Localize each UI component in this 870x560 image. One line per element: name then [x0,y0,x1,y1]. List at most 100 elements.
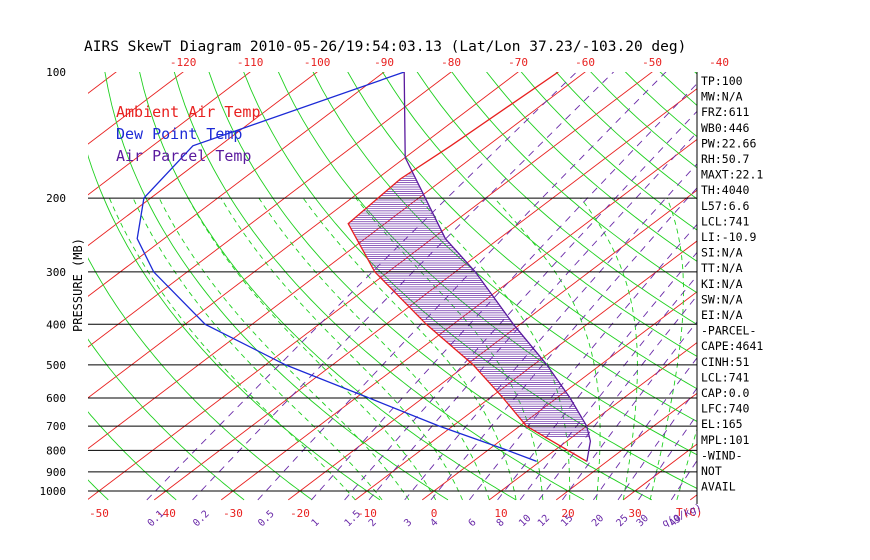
top-temp-tick-label: -60 [575,56,595,69]
mixing-ratio-tick-label: 6 [467,517,479,529]
moist-adiabat-line [220,197,463,501]
moist-adiabat-line [418,197,571,500]
mixing-ratio-line [368,131,697,501]
profile-lines [136,72,592,463]
moist-adiabat-line [676,427,697,500]
moist-adiabat-line [302,197,517,500]
dry-adiabat-line [843,53,870,500]
moist-adiabat-line [158,197,410,501]
top-temp-tick-label: -90 [374,56,394,69]
mixing-ratio-line [192,72,615,501]
dry-adiabat-line [104,72,449,501]
index-value: SI:N/A [701,246,743,260]
index-value: WB0:446 [701,121,750,135]
index-value: LI:-10.9 [701,230,756,244]
dry-adiabat-line [809,53,870,500]
x-axis-label: T(C) [676,506,703,519]
mixing-ratio-line [519,275,697,501]
dry-adiabat-line [776,53,870,500]
moist-adiabat-line [108,197,356,501]
index-value: MW:N/A [701,90,743,104]
index-value: LFC:740 [701,402,750,416]
series-line-dew-point-temp [136,72,537,463]
index-value: EI:N/A [701,308,743,322]
isotherm-line [88,72,184,145]
dry-adiabat-line [451,72,697,294]
mixing-ratio-line [344,110,697,501]
index-value: L57:6.6 [701,199,750,213]
isotherm-line [288,189,697,501]
moist-adiabat-line [494,197,601,500]
pressure-tick-label: 700 [46,420,66,433]
dry-adiabat-line [312,72,697,422]
mixing-ratio-tick-label: 2 [367,517,379,529]
series-line-ambient-air-temp [347,72,588,462]
index-value: AVAIL [701,480,736,494]
index-value: CAPE:4641 [701,339,763,353]
index-value: EL:165 [701,417,743,431]
pressure-tick-label: 100 [46,66,66,79]
isotherm-line [88,72,251,196]
mixing-ratio-line [311,83,697,501]
dry-adiabat-line [486,72,697,262]
isotherm-line [489,341,697,501]
index-value: TT:N/A [701,261,743,275]
legend-entry: Ambient Air Temp [116,103,261,121]
bottom-temp-tick-label: 10 [494,507,507,520]
moist-adiabat-line [649,197,684,500]
moist-adiabat-line [132,197,383,501]
dry-adiabat-line [347,72,697,390]
index-value: TP:100 [701,74,743,88]
index-value: MPL:101 [701,433,750,447]
top-temp-tick-label: -120 [170,56,197,69]
series-line-air-parcel-temp [403,72,592,462]
bottom-temp-tick-label: -50 [89,507,109,520]
dry-adiabat-line [173,72,585,501]
isotherm-line [422,291,697,501]
isotherm-line [88,72,385,297]
moist-adiabat-line [258,197,490,501]
isotherm-line [221,138,697,501]
isotherm-line [88,72,519,399]
mixing-ratio-tick-label: 0.5 [256,509,277,530]
bottom-temp-tick-label: -20 [290,507,310,520]
index-value: CINH:51 [701,355,750,369]
background-lines [0,53,870,501]
top-temp-tick-label: -70 [508,56,528,69]
dry-adiabat-line [381,72,697,357]
moist-adiabat-line [187,197,437,501]
index-value: CAP:0.0 [701,386,750,400]
dry-adiabat-line [277,72,697,456]
index-value: MAXT:22.1 [701,168,763,182]
isotherm-line [757,53,870,500]
bottom-temp-tick-label: -10 [357,507,377,520]
mixing-ratio-line [638,414,697,501]
mixing-ratio-tick-label: 0.2 [191,509,212,530]
pressure-tick-label: 600 [46,392,66,405]
index-value: PW:22.66 [701,136,756,150]
dry-adiabat-line [88,411,177,501]
top-temp-tick-label: -80 [441,56,461,69]
dry-adiabat-line [520,72,697,231]
index-value: -PARCEL- [701,324,756,338]
bottom-temp-tick-label: 0 [431,507,438,520]
mixing-ratio-line [469,223,697,501]
isotherm-line [88,72,653,500]
bottom-temp-tick-label: 30 [628,507,641,520]
top-temp-tick-label: -110 [237,56,264,69]
isotherm-line [556,392,697,501]
index-value: RH:50.7 [701,152,750,166]
isobar-lines [88,72,698,504]
index-value: FRZ:611 [701,105,750,119]
mixing-ratio-tick-label: 4 [428,517,440,529]
index-value: LCL:741 [701,370,750,384]
index-value: NOT [701,464,722,478]
dry-adiabat-line [0,53,40,500]
dry-adiabat-line [139,72,517,501]
bottom-temp-tick-label: -40 [156,507,176,520]
pressure-tick-label: 200 [46,192,66,205]
top-temp-tick-label: -50 [642,56,662,69]
pressure-tick-label: 300 [46,266,66,279]
